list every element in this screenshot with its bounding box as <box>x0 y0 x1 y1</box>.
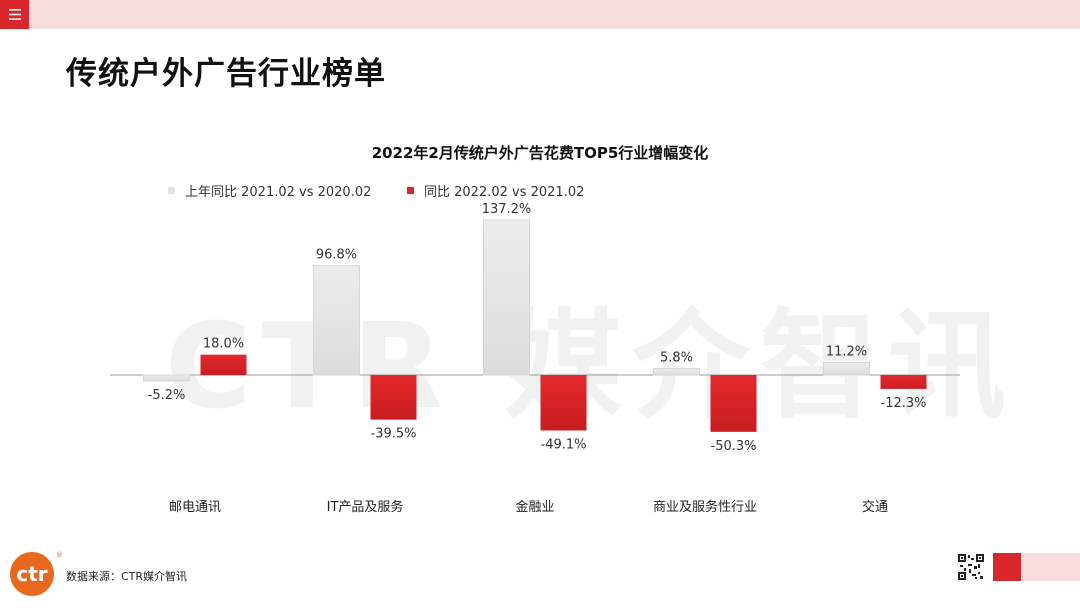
bar-series1-2 <box>483 219 530 376</box>
data-source-note: 数据来源：CTR媒介智讯 <box>66 570 188 583</box>
bar-series1-3 <box>653 367 700 376</box>
category-label-2: 金融业 <box>515 499 554 515</box>
top-bar <box>0 0 1080 29</box>
data-label-series1-2: 137.2% <box>482 202 532 217</box>
footer-pink-block <box>1021 553 1080 581</box>
bar-series1-0 <box>143 374 190 382</box>
bar-series1-1 <box>313 265 360 376</box>
legend-label-series-1: 上年同比 2021.02 vs 2020.02 <box>185 185 372 200</box>
bar-series2-2 <box>540 375 587 431</box>
legend-swatch-series-1 <box>168 187 175 194</box>
ctr-logo: ctr <box>10 552 54 596</box>
data-label-series2-4: -12.3% <box>881 396 927 411</box>
category-label-3: 商业及服务性行业 <box>653 499 757 515</box>
registered-mark: ® <box>56 551 63 559</box>
bar-series2-3 <box>710 375 757 432</box>
data-label-series1-1: 96.8% <box>316 248 357 263</box>
legend-item-series-1: 上年同比 2021.02 vs 2020.02 <box>168 181 371 200</box>
bar-series2-4 <box>880 375 927 389</box>
category-label-0: 邮电通讯 <box>169 500 221 515</box>
hamburger-menu-icon[interactable] <box>0 0 29 29</box>
data-label-series1-3: 5.8% <box>660 350 693 365</box>
category-label-1: IT产品及服务 <box>327 499 404 515</box>
data-label-series2-3: -50.3% <box>711 439 757 454</box>
footer-red-block <box>993 553 1021 581</box>
bar-series2-0 <box>200 354 247 375</box>
category-label-4: 交通 <box>862 499 888 515</box>
chart-title: 2022年2月传统户外广告花费TOP5行业增幅变化 <box>371 144 709 162</box>
logo-text: ctr <box>16 562 48 586</box>
qr-code-icon <box>958 554 984 580</box>
data-label-series1-0: -5.2% <box>148 388 186 403</box>
legend-swatch-series-2 <box>407 187 414 194</box>
data-label-series2-0: 18.0% <box>203 337 244 352</box>
data-label-series1-4: 11.2% <box>826 344 867 359</box>
bar-series1-4 <box>823 361 870 376</box>
data-label-series2-1: -39.5% <box>371 427 417 442</box>
data-label-series2-2: -49.1% <box>541 437 587 452</box>
legend-item-series-2: 同比 2022.02 vs 2021.02 <box>407 181 584 200</box>
legend-label-series-2: 同比 2022.02 vs 2021.02 <box>424 185 585 200</box>
page-title: 传统户外广告行业榜单 <box>66 56 386 92</box>
bar-series2-1 <box>370 375 417 420</box>
